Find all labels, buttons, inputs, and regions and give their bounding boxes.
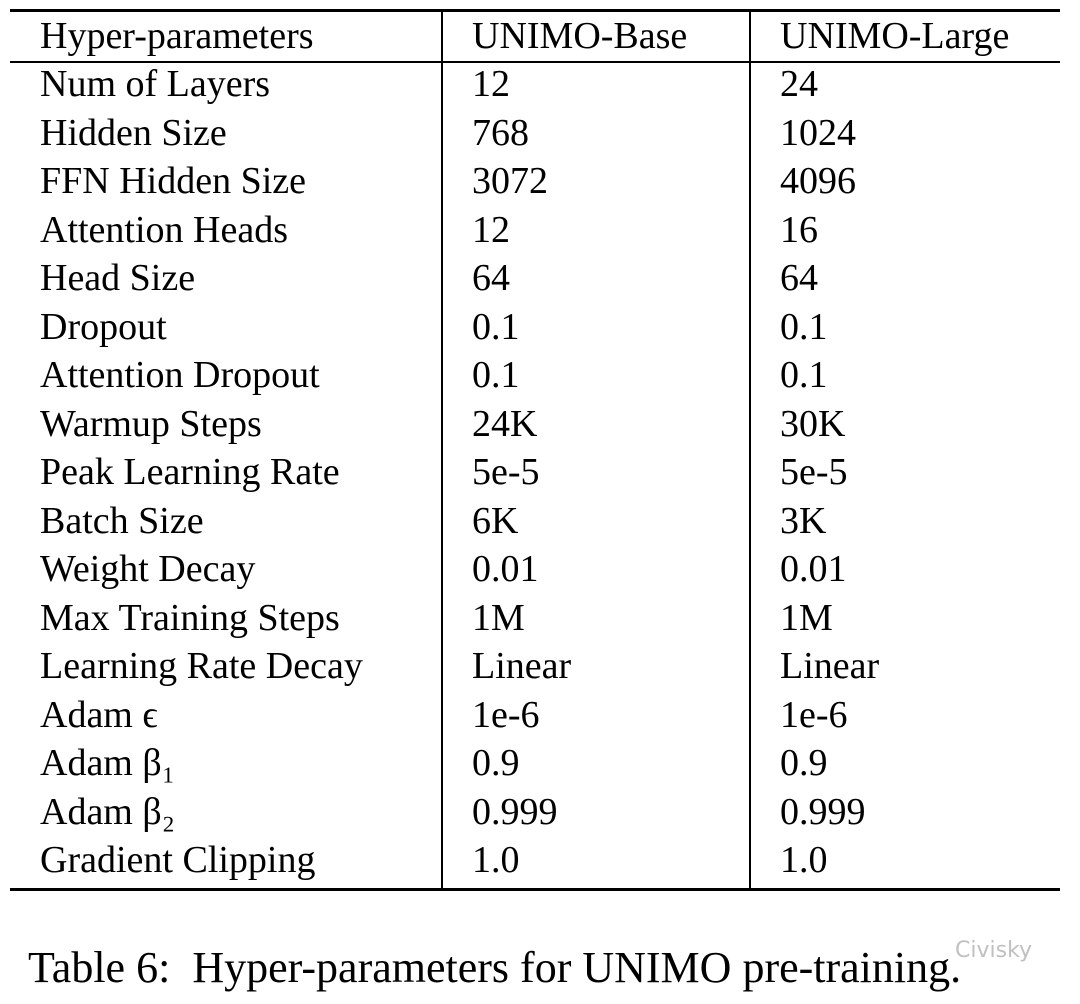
table-cell: Head Size bbox=[40, 257, 196, 299]
table-cell: 0.1 bbox=[780, 305, 828, 348]
column-rule bbox=[749, 10, 751, 890]
caption: Table 6: Hyper-parameters for UNIMO pre-… bbox=[28, 943, 962, 992]
table-cell: Batch Size bbox=[40, 499, 204, 542]
table-cell: Peak Learning Rate bbox=[40, 451, 340, 493]
table-cell: 64 bbox=[780, 257, 818, 299]
table-cell: 1M bbox=[472, 596, 525, 639]
table-cell: 3K bbox=[780, 499, 827, 542]
table-cell: Linear bbox=[472, 645, 572, 687]
watermark: Civisky bbox=[955, 938, 1033, 963]
table-cell: 4096 bbox=[780, 160, 856, 202]
table-cell: 0.999 bbox=[780, 790, 866, 833]
table-cell: 768 bbox=[472, 111, 529, 154]
table-cell: 1M bbox=[780, 596, 833, 639]
table-cell: 0.999 bbox=[472, 790, 558, 833]
table-cell: 0.01 bbox=[472, 548, 539, 590]
table-cell: 24K bbox=[472, 402, 538, 445]
table-cell: Learning Rate Decay bbox=[40, 645, 363, 687]
table-cell: 24 bbox=[780, 63, 818, 105]
table-cell: FFN Hidden Size bbox=[40, 160, 306, 202]
column-rule bbox=[441, 10, 443, 890]
table-cell: 16 bbox=[780, 208, 818, 251]
table-cell: Max Training Steps bbox=[40, 596, 340, 639]
top-rule bbox=[10, 9, 1060, 12]
table-cell: 0.9 bbox=[780, 742, 828, 784]
table-cell: Linear bbox=[780, 645, 880, 687]
table-cell: Attention Dropout bbox=[40, 354, 320, 396]
table-cell: 1e-6 bbox=[780, 693, 848, 736]
header-cell: UNIMO-Base bbox=[472, 15, 688, 57]
table-cell: 0.1 bbox=[780, 354, 828, 396]
header-cell: Hyper-parameters bbox=[40, 15, 314, 57]
table-cell: 1e-6 bbox=[472, 693, 540, 736]
table-cell: 0.1 bbox=[472, 354, 520, 396]
table-cell: 0.9 bbox=[472, 742, 520, 784]
table-cell: 5e-5 bbox=[780, 451, 848, 493]
header-rule bbox=[10, 61, 1060, 63]
table-cell: Num of Layers bbox=[40, 63, 271, 105]
table-cell: 1024 bbox=[780, 111, 856, 154]
table-cell: Adam ϵ bbox=[40, 693, 158, 736]
table-cell: 12 bbox=[472, 208, 510, 251]
table-cell: 12 bbox=[472, 63, 510, 105]
bottom-rule bbox=[10, 888, 1060, 891]
table-cell: Attention Heads bbox=[40, 208, 289, 251]
table-cell: Gradient Clipping bbox=[40, 839, 316, 881]
table-cell: 1.0 bbox=[472, 839, 520, 881]
table-cell: 3072 bbox=[472, 160, 548, 202]
table-cell: 5e-5 bbox=[472, 451, 540, 493]
table-cell: 30K bbox=[780, 402, 846, 445]
table-cell: Adam β₂ bbox=[40, 790, 175, 833]
table-cell: 64 bbox=[472, 257, 510, 299]
header-cell: UNIMO-Large bbox=[780, 15, 1010, 57]
table-cell: Warmup Steps bbox=[40, 402, 262, 445]
table-cell: 0.01 bbox=[780, 548, 847, 590]
table-cell: Hidden Size bbox=[40, 111, 227, 154]
table-cell: Adam β₁ bbox=[40, 742, 175, 784]
table-cell: 0.1 bbox=[472, 305, 520, 348]
table-cell: Dropout bbox=[40, 305, 167, 348]
table-cell: 1.0 bbox=[780, 839, 828, 881]
table-cell: 6K bbox=[472, 499, 519, 542]
table-cell: Weight Decay bbox=[40, 548, 256, 590]
